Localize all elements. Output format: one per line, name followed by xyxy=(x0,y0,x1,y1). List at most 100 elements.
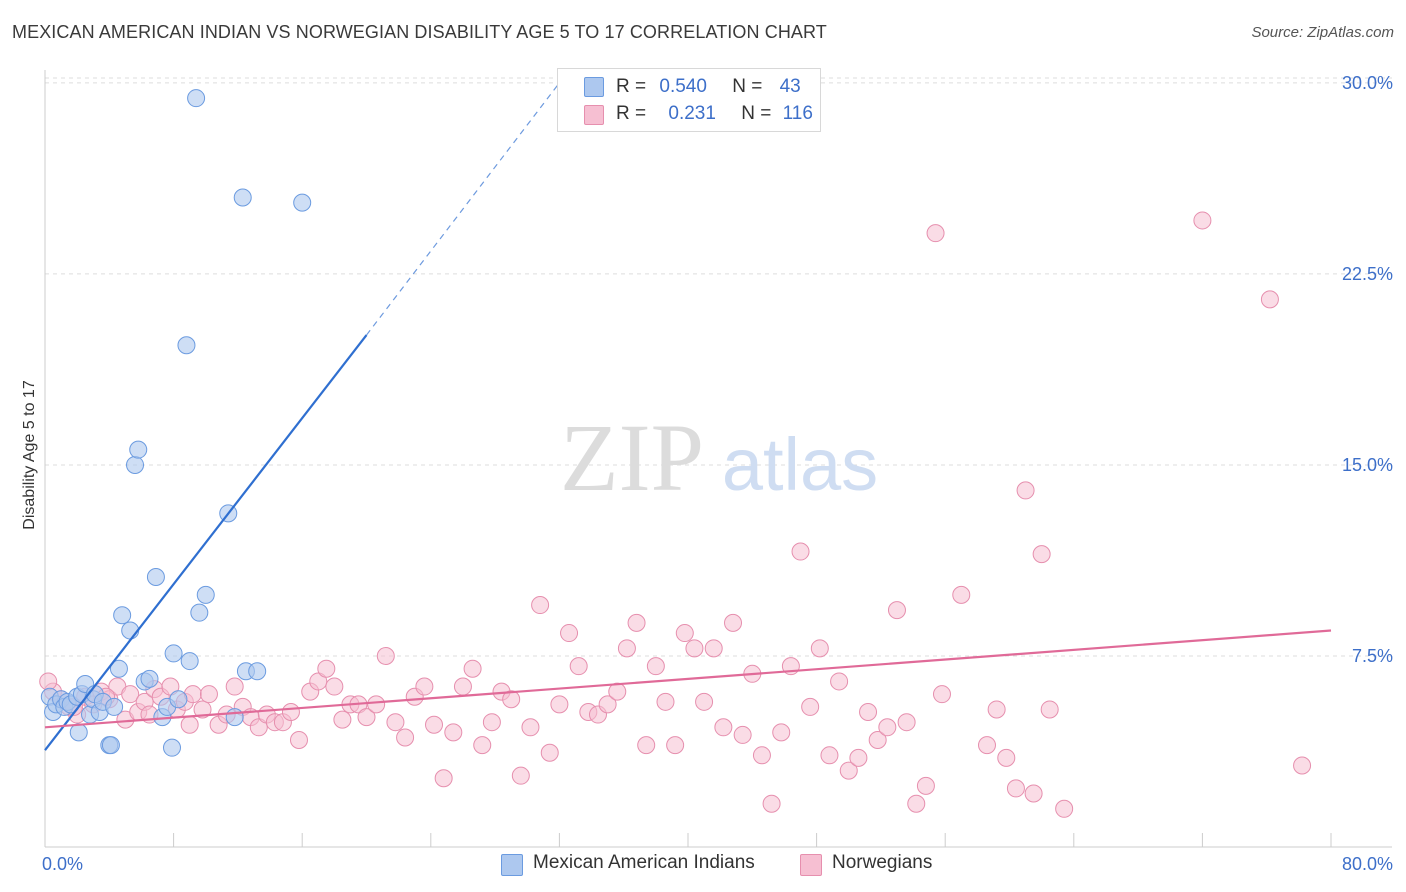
blue-stats-row: R = 0.540 N = 43 xyxy=(616,76,801,98)
mexican-american-indians-point-27 xyxy=(162,738,181,757)
blue-n-label: N = xyxy=(732,76,763,97)
watermark-atlas: atlas xyxy=(722,423,878,506)
mexican-american-indians-point-37 xyxy=(233,188,252,207)
mexican-american-indians-point-16 xyxy=(105,697,124,716)
norwegians-point-71 xyxy=(666,736,685,755)
norwegians-point-106 xyxy=(1024,784,1043,803)
norwegians-point-68 xyxy=(637,736,656,755)
norwegians-point-70 xyxy=(656,692,675,711)
pink-r-label: R = xyxy=(616,103,647,124)
mexican-american-indians-point-31 xyxy=(180,652,199,671)
norwegians-point-110 xyxy=(1193,211,1212,230)
norwegians-point-42 xyxy=(386,713,405,732)
y-tick-label-0: 7.5% xyxy=(1352,646,1393,666)
norwegians-point-30 xyxy=(281,703,300,722)
tick-labels: 7.5% 15.0% 22.5% 30.0% 0.0% 80.0% xyxy=(42,73,1393,874)
norwegians-point-92 xyxy=(868,731,887,750)
mexican-american-indians-point-33 xyxy=(190,603,209,622)
norwegians-point-99 xyxy=(932,685,951,704)
norwegians-point-72 xyxy=(675,624,694,643)
norwegians-point-46 xyxy=(425,715,444,734)
mexican-american-indians-trend-line xyxy=(44,334,368,751)
norwegians-point-89 xyxy=(839,761,858,780)
mexican-american-indians-point-41 xyxy=(101,736,120,755)
norwegians-point-76 xyxy=(714,718,733,737)
pink-stats-row: R = 0.231 N = 116 xyxy=(616,103,813,125)
legend-blue-swatch xyxy=(501,854,523,876)
norwegians-point-41 xyxy=(376,646,395,665)
mexican-american-indians-point-21 xyxy=(129,440,148,459)
blue-swatch xyxy=(584,77,604,97)
stats-legend: R = 0.540 N = 43 R = 0.231 N = 116 xyxy=(557,68,821,132)
norwegians-point-66 xyxy=(617,639,636,658)
watermark-zip: ZIP xyxy=(560,404,704,511)
trend-lines xyxy=(44,82,1332,751)
norwegians-point-97 xyxy=(916,776,935,795)
norwegians-point-104 xyxy=(1006,779,1025,798)
norwegians-point-40 xyxy=(367,695,386,714)
norwegians-point-93 xyxy=(878,718,897,737)
norwegians-point-107 xyxy=(1032,545,1051,564)
norwegians-point-23 xyxy=(225,677,244,696)
norwegians-point-26 xyxy=(249,718,268,737)
norwegians-point-55 xyxy=(511,766,530,785)
norwegians-point-60 xyxy=(560,624,579,643)
norwegians-point-100 xyxy=(952,585,971,604)
norwegians-point-35 xyxy=(325,677,344,696)
norwegians-point-47 xyxy=(434,769,453,788)
norwegians-point-45 xyxy=(415,677,434,696)
norwegians-point-77 xyxy=(724,613,743,632)
norwegians-point-61 xyxy=(569,657,588,676)
mexican-american-indians-point-39 xyxy=(248,662,267,681)
chart-title: MEXICAN AMERICAN INDIAN VS NORWEGIAN DIS… xyxy=(12,22,827,42)
mexican-american-indians-point-20 xyxy=(126,455,145,474)
mexican-american-indians-point-29 xyxy=(169,690,188,709)
norwegians-point-101 xyxy=(977,736,996,755)
blue-n-value: 43 xyxy=(779,76,801,97)
norwegians-point-105 xyxy=(1016,481,1035,500)
norwegians-point-48 xyxy=(444,723,463,742)
mexican-american-indians-point-40 xyxy=(293,193,312,212)
norwegians-point-108 xyxy=(1040,700,1059,719)
mexican-american-indians-point-24 xyxy=(146,568,165,587)
norwegians-point-69 xyxy=(646,657,665,676)
x-tick-label-0: 0.0% xyxy=(42,854,83,874)
norwegians-point-54 xyxy=(502,690,521,709)
axes xyxy=(44,70,1392,848)
legend-pink-swatch xyxy=(800,854,822,876)
norwegians-point-84 xyxy=(791,542,810,561)
norwegians-point-113 xyxy=(39,672,58,691)
norwegians-point-112 xyxy=(1293,756,1312,775)
pink-swatch xyxy=(584,105,604,125)
norwegians-point-81 xyxy=(762,794,781,813)
x-tick-label-1: 80.0% xyxy=(1342,854,1393,874)
norwegians-point-98 xyxy=(926,224,945,243)
norwegians-point-88 xyxy=(830,672,849,691)
y-tick-label-3: 30.0% xyxy=(1342,73,1393,93)
pink-r-value: 0.231 xyxy=(668,103,716,124)
norwegians-point-34 xyxy=(317,659,336,678)
watermark: ZIP atlas xyxy=(560,404,878,511)
blue-r-value: 0.540 xyxy=(659,76,707,97)
norwegians-point-117 xyxy=(180,715,199,734)
norwegians-point-67 xyxy=(627,613,646,632)
norwegians-point-20 xyxy=(199,685,218,704)
blue-r-label: R = xyxy=(616,76,647,97)
norwegians-point-95 xyxy=(897,713,916,732)
norwegians-point-73 xyxy=(685,639,704,658)
norwegians-point-90 xyxy=(849,748,868,767)
norwegians-point-33 xyxy=(309,672,328,691)
mexican-american-indians-point-19 xyxy=(121,621,140,640)
y-axis-label: Disability Age 5 to 17 xyxy=(21,380,38,530)
norwegians-point-58 xyxy=(540,743,559,762)
mexican-american-indians-point-32 xyxy=(187,89,206,108)
norwegians-point-111 xyxy=(1260,290,1279,309)
norwegians-point-50 xyxy=(463,659,482,678)
pink-n-value: 116 xyxy=(782,103,813,124)
norwegians-point-94 xyxy=(887,601,906,620)
norwegians-point-80 xyxy=(752,746,771,765)
norwegians-point-103 xyxy=(997,748,1016,767)
mexican-american-indians-point-30 xyxy=(177,336,196,355)
norwegians-point-31 xyxy=(289,731,308,750)
